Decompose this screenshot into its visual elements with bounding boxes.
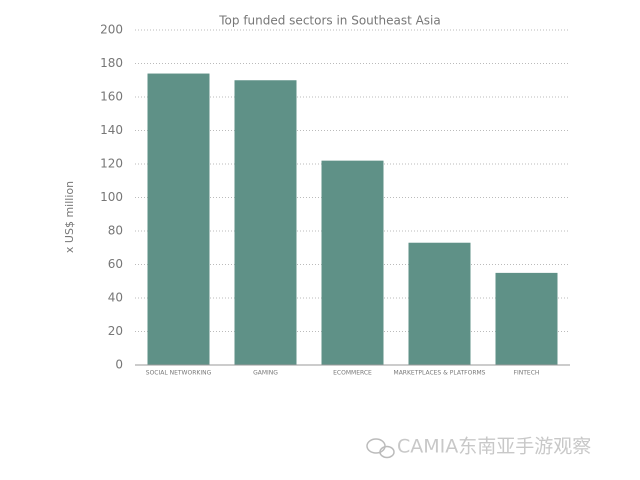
bar bbox=[147, 73, 210, 366]
y-tick-label: 200 bbox=[100, 23, 123, 37]
y-tick-label: 140 bbox=[100, 123, 123, 137]
chart-title: Top funded sectors in Southeast Asia bbox=[218, 14, 441, 28]
y-tick-label: 80 bbox=[108, 224, 123, 238]
x-tick-label: GAMING bbox=[253, 370, 278, 377]
watermark: CAMIA东南亚手游观察 bbox=[397, 436, 591, 458]
bar bbox=[321, 160, 384, 365]
x-tick-label: MARKETPLACES & PLATFORMS bbox=[394, 370, 486, 377]
x-tick-label: SOCIAL NETWORKING bbox=[146, 370, 212, 377]
y-axis-label: x US$ million bbox=[63, 181, 76, 253]
y-tick-label: 180 bbox=[100, 56, 123, 70]
y-tick-label: 60 bbox=[108, 257, 123, 271]
bar bbox=[234, 80, 297, 365]
x-tick-label: ECOMMERCE bbox=[333, 370, 372, 377]
watermark-icon bbox=[366, 438, 395, 459]
y-tick-label: 20 bbox=[108, 324, 123, 338]
y-tick-label: 100 bbox=[100, 190, 123, 204]
bar bbox=[408, 242, 471, 365]
bar bbox=[495, 272, 558, 365]
y-tick-label: 120 bbox=[100, 157, 123, 171]
x-tick-label: FINTECH bbox=[514, 370, 540, 377]
y-tick-label: 40 bbox=[108, 291, 123, 305]
y-tick-label: 0 bbox=[115, 358, 123, 372]
y-tick-label: 160 bbox=[100, 90, 123, 104]
